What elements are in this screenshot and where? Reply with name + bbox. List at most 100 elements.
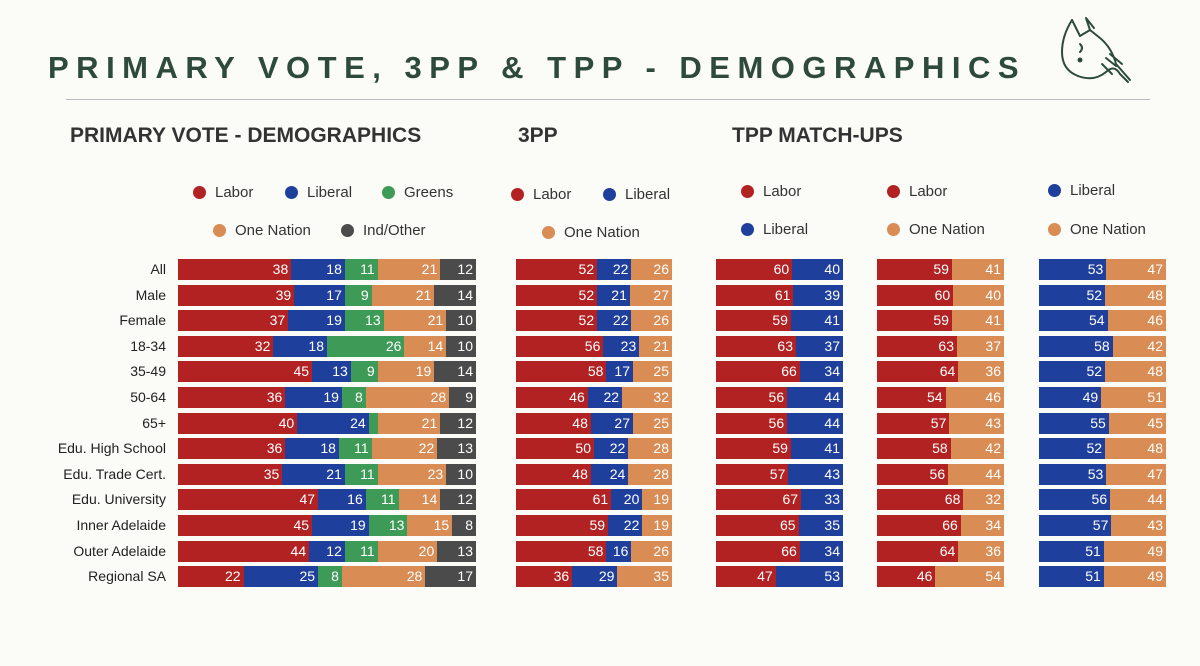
bar-segment	[639, 335, 673, 357]
data-label: 24	[609, 465, 626, 482]
data-label: 48	[1147, 286, 1163, 303]
data-label: 14	[421, 491, 438, 508]
bar-segment	[1108, 412, 1167, 434]
bar-segment	[516, 335, 604, 357]
legend-item: Liberal	[603, 186, 670, 203]
data-label: 53	[1087, 261, 1104, 277]
bar-segment	[297, 412, 370, 434]
bar-segment	[398, 489, 441, 511]
bar-segment	[642, 515, 673, 536]
bar-segment	[606, 540, 632, 562]
data-label: 21	[653, 337, 669, 354]
legend-swatch	[542, 226, 555, 239]
data-label: 21	[326, 465, 342, 482]
bar-segment	[716, 566, 777, 588]
bar-segment	[178, 259, 292, 280]
bar-segment	[587, 387, 623, 408]
bar-segment	[344, 259, 379, 280]
data-label: 14	[427, 337, 444, 354]
data-label: 54	[1089, 312, 1105, 329]
bar-segment	[344, 310, 384, 332]
data-label: 13	[332, 363, 348, 380]
bar-segment	[1110, 489, 1167, 511]
data-label: 54	[927, 389, 943, 405]
data-label: 21	[427, 312, 444, 329]
bar-segment	[958, 540, 1005, 562]
bar-segment	[594, 438, 629, 460]
bar-segment	[1106, 259, 1167, 280]
bar-segment	[1105, 438, 1167, 460]
row-label: 35-49	[130, 363, 166, 380]
data-label: 19	[323, 389, 339, 405]
data-label: 28	[653, 440, 669, 457]
data-label: 8	[465, 517, 473, 533]
data-label: 11	[360, 542, 375, 559]
legend-item: Liberal	[1048, 182, 1115, 199]
bar-segment	[178, 463, 283, 485]
data-label: 16	[612, 542, 629, 559]
bar-segment	[516, 438, 595, 460]
bar-segment	[516, 463, 592, 485]
bar-segment	[603, 335, 640, 357]
bar-segment	[793, 284, 844, 306]
bar-segment	[434, 284, 477, 306]
data-label: 59	[772, 440, 788, 457]
bar-segment	[590, 463, 629, 485]
bar-segment	[877, 489, 964, 511]
legend-label: Labor	[909, 183, 948, 200]
row-label: Edu. Trade Cert.	[63, 465, 166, 482]
data-label: 41	[985, 261, 1001, 277]
bar-segment	[796, 335, 844, 357]
data-label: 23	[620, 337, 637, 354]
bar-segment	[716, 335, 797, 357]
data-label: 21	[415, 286, 432, 303]
data-label: 38	[272, 261, 289, 277]
legend-item: Liberal	[741, 221, 808, 238]
bar-segment	[434, 361, 477, 383]
bar-segment	[716, 310, 792, 332]
bar-segment	[1039, 540, 1105, 562]
data-label: 36	[985, 542, 1001, 559]
bar-segment	[312, 361, 352, 383]
bar-segment	[1039, 387, 1102, 408]
data-label: 17	[326, 286, 342, 303]
data-label: 52	[1086, 286, 1103, 303]
bar-segment	[350, 361, 379, 383]
data-label: 26	[385, 337, 402, 354]
data-label: 52	[1086, 363, 1103, 380]
data-label: 46	[1147, 312, 1163, 329]
bar-segment	[452, 515, 477, 536]
legend-swatch	[382, 186, 395, 199]
bar-segment	[178, 284, 295, 306]
data-label: 13	[457, 542, 473, 559]
bar-segment	[628, 438, 673, 460]
data-label: 21	[421, 261, 438, 277]
bar-segment	[716, 387, 788, 408]
data-label: 9	[366, 363, 375, 380]
data-label: 41	[985, 312, 1001, 329]
data-label: 26	[653, 542, 669, 559]
bar-segment	[945, 387, 1005, 408]
data-label: 24	[350, 414, 366, 431]
data-label: 48	[1147, 440, 1163, 457]
data-label: 21	[611, 286, 627, 303]
legend-swatch	[193, 186, 206, 199]
bar-segment	[957, 335, 1005, 357]
bar-segment	[446, 463, 477, 485]
bar-segment	[935, 566, 1005, 588]
data-label: 56	[768, 389, 785, 405]
legend-swatch	[341, 224, 354, 237]
bar-segment	[377, 540, 438, 562]
data-label: 56	[1091, 491, 1108, 508]
legend-item: Labor	[193, 184, 253, 201]
bar-segment	[877, 515, 962, 536]
legend-item: Liberal	[285, 184, 352, 201]
data-label: 36	[985, 363, 1001, 380]
bar-segment	[341, 387, 367, 408]
data-label: 12	[457, 414, 473, 431]
bar-segment	[285, 387, 343, 408]
bar-segment	[1039, 489, 1111, 511]
legend-item: One Nation	[213, 222, 311, 239]
data-label: 26	[653, 261, 669, 277]
bar-segment	[437, 540, 477, 562]
